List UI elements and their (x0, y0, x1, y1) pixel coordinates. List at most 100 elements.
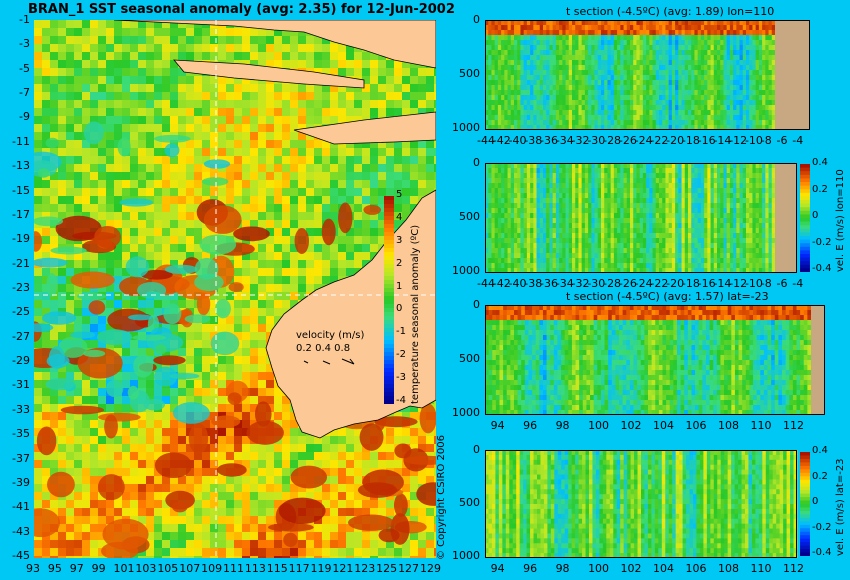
panel-2-colorbar (800, 164, 810, 272)
tick-label: -28 (603, 134, 622, 147)
section-panel-2 (485, 163, 797, 273)
panel-3-title: t section (-4.5ºC) (avg: 1.57) lat=-23 (566, 290, 769, 303)
tick-label: -17 (12, 207, 30, 221)
tick-label: -45 (12, 549, 30, 562)
tick-label: -14 (713, 277, 732, 290)
panel-1-y-ticks: 0 500 1000 (440, 13, 482, 134)
tick-label: -19 (12, 232, 30, 246)
tick-label: -39 (12, 475, 30, 489)
tick-label: 3 (396, 234, 403, 246)
tick-label: -41 (12, 500, 30, 514)
tick-label: -42 (492, 277, 511, 290)
tick-label: -8 (760, 277, 772, 290)
panel-2-x-ticks: -44 -42 -40 -38 -36 -34 -32 -30 -28 -26 -24 -22 -20-… (477, 277, 810, 293)
tick-label: 2 (396, 257, 403, 269)
tick-label: -23 (12, 281, 30, 294)
tick-label: -36 (540, 277, 559, 290)
panel-4-y-ticks: 0 500 1000 (440, 443, 482, 562)
tick-label: 0 (473, 156, 480, 169)
tick-label: 0 (812, 210, 819, 221)
tick-label: -12 (729, 277, 748, 290)
tick-label: 110 (750, 419, 772, 432)
tick-label: 93 (26, 562, 40, 575)
tick-label: 500 (459, 496, 480, 509)
tick-label: -1 (396, 326, 406, 338)
panel-3-x-ticks: 94 96 98 100 102 104 106 108 110 112 (485, 419, 825, 435)
tick-label: 101 (113, 562, 135, 575)
tick-label: -15 (12, 183, 30, 197)
tick-label: -9 (19, 110, 30, 124)
tick-label: -5 (19, 61, 30, 75)
tick-label: 500 (459, 352, 480, 365)
velocity-legend-title: velocity (m/s) (296, 330, 365, 341)
tick-label: -8 (760, 134, 772, 147)
tick-label: -6 (776, 277, 788, 290)
tick-label: -4 (792, 134, 804, 147)
tick-label: 1000 (452, 406, 480, 419)
tick-label: -24 (634, 134, 653, 147)
panel-2-y-ticks: 0 500 1000 (440, 156, 482, 277)
tick-label: 1000 (452, 549, 480, 562)
tick-label: -13 (12, 159, 30, 173)
tick-label: 0.2 (812, 183, 828, 195)
tick-label: -40 (508, 134, 527, 147)
tick-label: -10 (744, 134, 763, 147)
tick-label: 100 (588, 419, 610, 432)
tick-label: -36 (540, 134, 559, 147)
tick-label: -12 (729, 134, 748, 147)
tick-label: -34 (555, 134, 574, 147)
tick-label: 105 (157, 562, 179, 575)
tick-label: -33 (12, 402, 30, 416)
tick-label: 0 (473, 443, 480, 456)
tick-label: -38 (524, 134, 543, 147)
tick-label: 104 (653, 419, 675, 432)
tick-label: -30 (587, 277, 606, 290)
tick-label: -32 (571, 277, 590, 290)
tick-label: 0 (396, 303, 403, 315)
tick-label: -1 (19, 13, 30, 26)
tick-label: -24 (634, 277, 653, 290)
tick-label: 123 (354, 562, 376, 575)
panel-3-y-ticks: 0 500 1000 (440, 298, 482, 419)
tick-label: 94 (490, 562, 505, 575)
tick-label: 108 (718, 419, 740, 432)
tick-label: 0 (473, 298, 480, 311)
main-title: BRAN_1 SST seasonal anomaly (avg: 2.35) … (28, 2, 455, 17)
tick-label: 102 (620, 562, 642, 575)
tick-label: 96 (523, 562, 538, 575)
tick-label: -35 (12, 427, 30, 441)
tick-label: 94 (490, 419, 505, 432)
map-colorbar-ticks: 5 4 3 2 1 0 -1 -2 -3 -4 (396, 189, 410, 406)
tick-label: -26 (618, 277, 637, 290)
map-x-axis-ticks: 93 95 97 99 101 103 105 107 109 111 113 115 117 119 12… (26, 562, 441, 578)
panel-1-x-ticks: -44 -42 -40 -38 -36 -34 -32 -30 -28 -26 -24 -22 -20-… (477, 134, 810, 150)
velocity-legend-arrows (303, 358, 355, 365)
tick-label: 125 (376, 562, 398, 575)
tick-label: 0.4 (812, 157, 828, 168)
tick-label: -11 (12, 134, 30, 148)
tick-label: -22 (650, 277, 669, 290)
panel-4-colorbar-ticks: 0.4 0.2 0 -0.2 -0.4 (812, 445, 834, 558)
tick-label: 98 (555, 562, 570, 575)
tick-label: -42 (492, 134, 511, 147)
tick-label: -25 (12, 305, 30, 319)
tick-label: 121 (332, 562, 354, 575)
tick-label: -7 (19, 86, 30, 100)
tick-label: 500 (459, 210, 480, 223)
map-colorbar (384, 196, 394, 404)
tick-label: 103 (135, 562, 157, 575)
tick-label: -22 (650, 134, 669, 147)
tick-label: -34 (555, 277, 574, 290)
tick-label: 4 (396, 211, 403, 223)
panel-4-colorbar (800, 452, 810, 556)
tick-label: -0.2 (812, 236, 832, 248)
tick-label: 99 (91, 562, 106, 575)
tick-label: -26 (618, 134, 637, 147)
tick-label: 1 (396, 280, 403, 292)
tick-label: -20 (666, 134, 685, 147)
tick-label: -0.4 (812, 547, 832, 558)
tick-label: -3 (19, 37, 30, 51)
tick-label: 110 (750, 562, 772, 575)
tick-label: 106 (685, 419, 707, 432)
tick-label: -29 (12, 354, 30, 368)
